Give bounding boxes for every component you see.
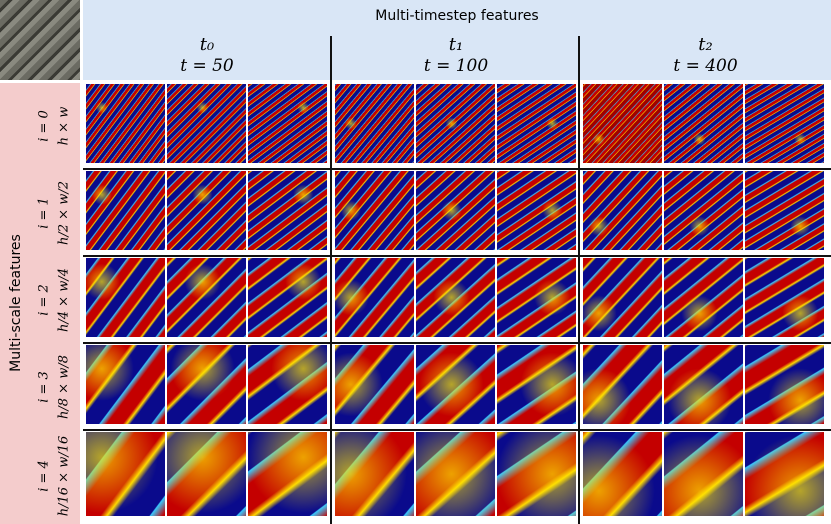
row-size: h/2 × w/2	[56, 180, 72, 245]
feature-map	[248, 84, 327, 163]
header-band	[83, 0, 831, 80]
row-divider	[83, 429, 831, 431]
feature-map	[745, 84, 824, 163]
feature-map	[497, 345, 576, 424]
feature-map	[167, 432, 246, 516]
row-divider	[83, 168, 831, 170]
feature-map	[335, 258, 414, 337]
row-size: h × w	[56, 106, 72, 145]
row-size: h/8 × w/8	[56, 354, 72, 419]
feature-map	[335, 171, 414, 250]
feature-map	[248, 345, 327, 424]
row-index: i = 2	[36, 283, 52, 316]
feature-map	[497, 432, 576, 516]
feature-map	[167, 345, 246, 424]
feature-map	[664, 171, 743, 250]
feature-map	[416, 432, 495, 516]
feature-map	[248, 432, 327, 516]
row-index: i = 0	[36, 109, 52, 142]
row-size: h/16 × w/16	[56, 435, 72, 517]
row-divider	[83, 255, 831, 257]
feature-map	[583, 84, 662, 163]
column-value: t = 100	[423, 56, 489, 76]
feature-map	[583, 432, 662, 516]
row-divider	[83, 342, 831, 344]
column-timestep: t₁	[448, 34, 464, 55]
feature-map	[416, 84, 495, 163]
feature-map	[167, 171, 246, 250]
feature-map	[86, 432, 165, 516]
side-band	[0, 83, 80, 524]
feature-map	[497, 84, 576, 163]
column-timestep: t₀	[199, 34, 215, 55]
feature-map	[335, 345, 414, 424]
column-value: t = 50	[180, 56, 234, 76]
column-divider	[330, 36, 332, 524]
feature-map	[86, 345, 165, 424]
feature-map	[664, 84, 743, 163]
column-divider	[578, 36, 580, 524]
feature-map	[86, 84, 165, 163]
feature-map	[745, 432, 824, 516]
feature-map	[335, 84, 414, 163]
feature-map	[664, 432, 743, 516]
feature-map	[167, 84, 246, 163]
feature-map	[583, 171, 662, 250]
input-image	[0, 0, 80, 80]
feature-map	[416, 345, 495, 424]
feature-map	[248, 258, 327, 337]
feature-map	[416, 258, 495, 337]
feature-map	[335, 432, 414, 516]
column-timestep: t₂	[698, 34, 713, 55]
feature-map	[497, 258, 576, 337]
feature-map	[664, 258, 743, 337]
feature-map	[167, 258, 246, 337]
feature-map	[497, 171, 576, 250]
feature-map	[583, 345, 662, 424]
row-index: i = 4	[36, 460, 52, 492]
feature-map	[416, 171, 495, 250]
header-title: Multi-timestep features	[375, 8, 539, 24]
row-index: i = 1	[36, 196, 52, 229]
feature-map	[86, 258, 165, 337]
feature-map	[745, 171, 824, 250]
row-index: i = 3	[36, 370, 52, 403]
side-title: Multi-scale features	[8, 234, 24, 372]
feature-map	[86, 171, 165, 250]
feature-map	[583, 258, 662, 337]
feature-map	[664, 345, 743, 424]
row-size: h/4 × w/4	[56, 267, 72, 332]
feature-map	[745, 345, 824, 424]
feature-map	[745, 258, 824, 337]
feature-map	[248, 171, 327, 250]
column-value: t = 400	[673, 56, 738, 76]
